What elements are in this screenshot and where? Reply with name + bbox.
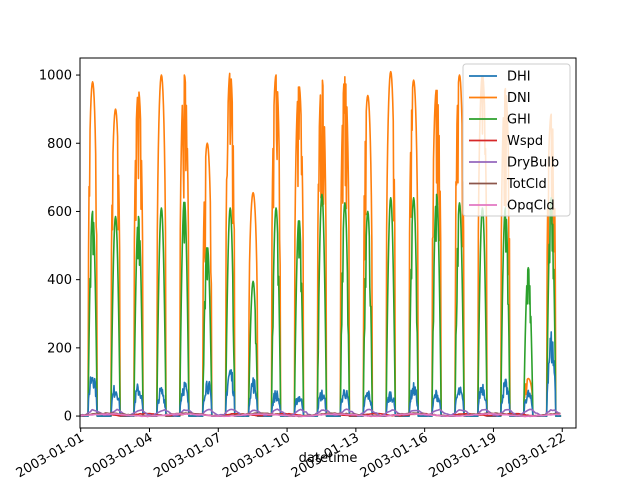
series-line-drybulb [80, 408, 561, 417]
legend-label-dni: DNI [507, 91, 531, 106]
legend-label-totcld: TotCld [506, 177, 547, 192]
y-tick-label: 400 [47, 273, 72, 288]
x-tick-label: 2003-01-07 [151, 430, 224, 480]
y-tick-label: 800 [47, 137, 72, 152]
y-tick-label: 1000 [39, 69, 72, 84]
legend: DHI DNI GHI Wspd DryBulb TotCld OpqCld [462, 63, 571, 217]
series-line-dhi [80, 331, 562, 417]
x-tick-label: 2003-01-22 [495, 430, 568, 480]
y-tick-label: 0 [64, 410, 72, 425]
x-tick-label: 2003-01-16 [358, 430, 431, 480]
legend-frame [462, 63, 571, 217]
legend-label-drybulb: DryBulb [507, 156, 559, 171]
x-tick-label: 2003-01-04 [83, 430, 156, 480]
x-tick-label: 2003-01-01 [14, 430, 87, 480]
series-line-opqcld [80, 412, 561, 418]
plot-frame [79, 57, 577, 429]
y-tick-label: 200 [47, 341, 72, 356]
legend-label-ghi: GHI [507, 113, 531, 128]
x-tick-label: 2003-01-10 [220, 430, 293, 480]
legend-label-dhi: DHI [507, 70, 531, 85]
legend-label-opqcld: OpqCld [507, 199, 555, 214]
x-tick-label: 2003-01-19 [427, 430, 500, 480]
legend-label-wspd: Wspd [507, 134, 543, 149]
y-tick-label: 600 [47, 205, 72, 220]
x-axis-label: datetime [299, 451, 358, 466]
